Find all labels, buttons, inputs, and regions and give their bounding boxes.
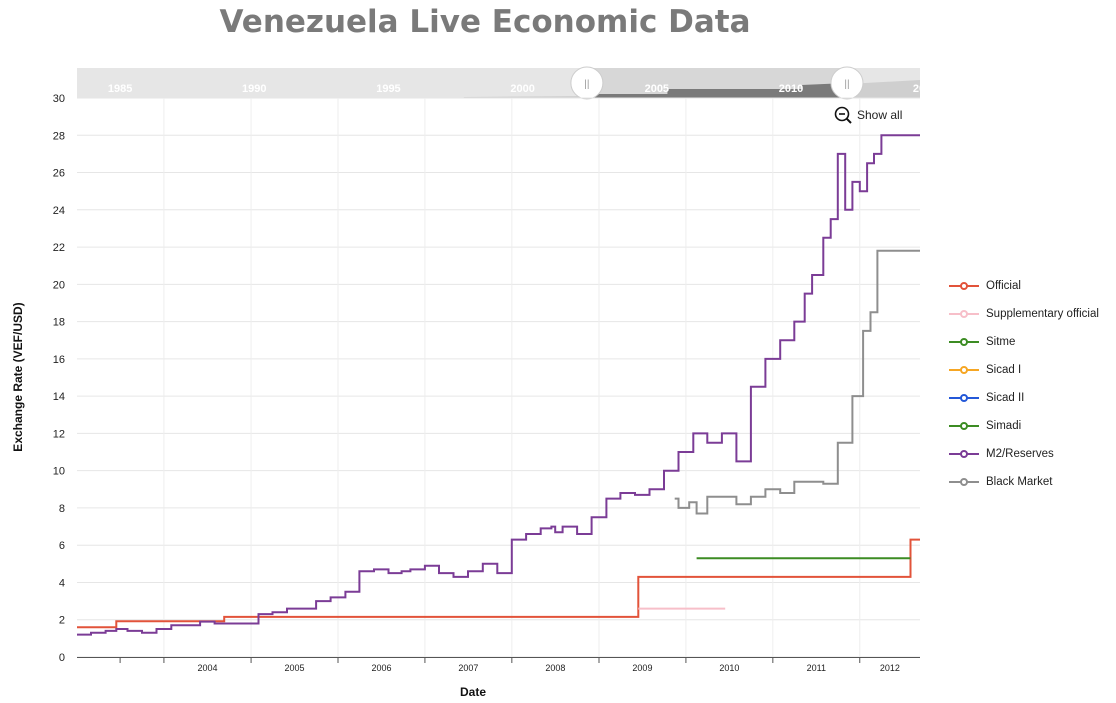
y-tick-label: 6 [59, 540, 65, 552]
y-tick-label: 28 [53, 130, 65, 142]
navigator-year-label: 1990 [242, 83, 266, 95]
legend-item-sicad-ii[interactable]: Sicad II [948, 384, 1116, 412]
y-tick-label: 14 [53, 391, 65, 403]
legend-label: Sicad II [986, 392, 1025, 404]
series-layer [77, 134, 920, 636]
x-tick-label: 2011 [807, 663, 826, 673]
legend-swatch [949, 450, 979, 458]
series-line-black-market [674, 249, 920, 515]
legend-label: Simadi [986, 420, 1022, 432]
navigator-handle-grip: || [584, 79, 589, 90]
chart-title: Venezuela Live Economic Data [219, 4, 751, 40]
y-tick-label: 0 [59, 652, 65, 664]
legend-label: Supplementary official [986, 308, 1099, 320]
navigator-year-label: 1985 [108, 83, 132, 95]
range-navigator[interactable]: 1985 1990 1995 2000 2005 2010 2015 || || [77, 66, 937, 100]
x-tick-label: 2008 [545, 663, 565, 673]
y-tick-label: 2 [59, 615, 65, 627]
legend-swatch [949, 394, 979, 402]
x-tick-label: 2006 [371, 663, 391, 673]
x-tick-label: 2009 [632, 663, 652, 673]
y-tick-label: 8 [59, 503, 65, 515]
navigator-series-selected [586, 83, 847, 98]
series-line-m2-reserves [77, 134, 920, 636]
legend-item-simadi[interactable]: Simadi [948, 412, 1116, 440]
series-line-official [77, 538, 920, 629]
legend-swatch [949, 478, 979, 486]
x-tick-label: 2004 [197, 663, 217, 673]
y-tick-label: 20 [53, 279, 65, 291]
y-axis-label: Exchange Rate (VEF/USD) [11, 302, 25, 452]
legend-label: Black Market [986, 476, 1053, 488]
legend-label: Official [986, 280, 1021, 292]
navigator-year-label: 2010 [779, 83, 803, 95]
navigator-left-handle[interactable] [570, 66, 604, 100]
y-tick-label: 10 [53, 466, 65, 478]
y-tick-label: 16 [53, 354, 65, 366]
zoom-out-icon [834, 106, 852, 124]
x-tick-label: 2010 [719, 663, 739, 673]
navigator-year-label: 1995 [376, 83, 400, 95]
show-all-label: Show all [857, 108, 903, 122]
y-tick-label: 24 [53, 205, 65, 217]
y-tick-label: 22 [53, 242, 65, 254]
legend: Official Supplementary official Sitme Sicad… [948, 272, 1116, 496]
legend-item-m2-reserves[interactable]: M2/Reserves [948, 440, 1116, 468]
legend-item-official[interactable]: Official [948, 272, 1116, 300]
legend-item-sitme[interactable]: Sitme [948, 328, 1116, 356]
legend-item-supplementary-official[interactable]: Supplementary official [948, 300, 1116, 328]
legend-label: M2/Reserves [986, 448, 1054, 460]
legend-swatch [949, 338, 979, 346]
legend-item-sicad-i[interactable]: Sicad I [948, 356, 1116, 384]
legend-swatch [949, 282, 979, 290]
legend-swatch [949, 422, 979, 430]
navigator-year-label: 2015 [913, 83, 937, 95]
legend-label: Sicad I [986, 364, 1022, 376]
x-axis-label: Date [460, 685, 487, 699]
navigator-right-handle[interactable] [830, 66, 864, 100]
x-tick-label: 2007 [458, 663, 478, 673]
y-tick-label: 30 [53, 93, 65, 105]
y-tick-label: 26 [53, 168, 65, 180]
legend-swatch [949, 310, 979, 318]
navigator-year-label: 2000 [510, 83, 534, 95]
y-tick-label: 18 [53, 317, 65, 329]
navigator-handle-grip: || [844, 79, 849, 90]
y-tick-label: 4 [59, 577, 65, 589]
y-tick-label: 12 [53, 428, 65, 440]
legend-item-black-market[interactable]: Black Market [948, 468, 1116, 496]
legend-swatch [949, 366, 979, 374]
legend-label: Sitme [986, 336, 1016, 348]
x-tick-label: 2012 [880, 663, 900, 673]
navigator-year-label: 2005 [645, 83, 669, 95]
x-tick-label: 2005 [285, 663, 305, 673]
show-all-button[interactable]: Show all [834, 104, 902, 126]
